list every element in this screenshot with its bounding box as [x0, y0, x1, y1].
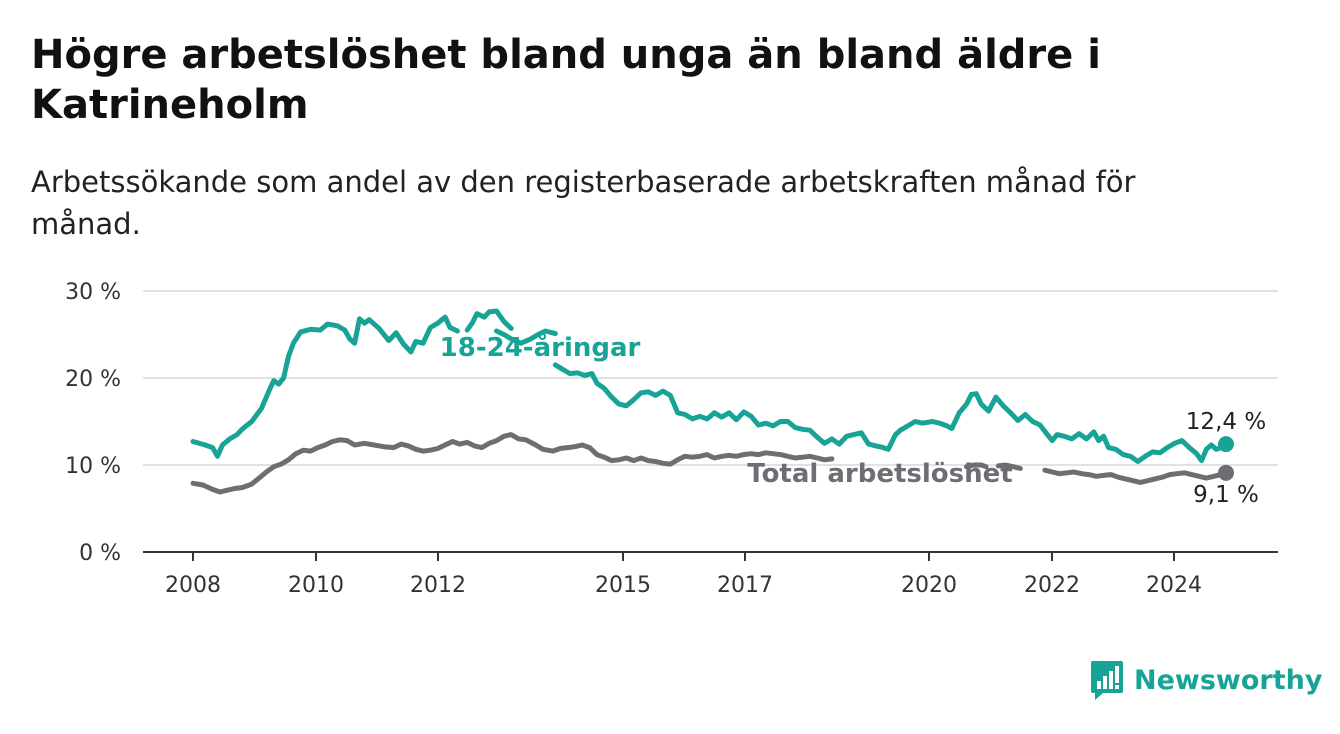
series-lines	[190, 308, 1229, 495]
end-value-label-total: 9,1 %	[1193, 482, 1259, 508]
x-tick-label: 2010	[288, 573, 344, 598]
end-marker-total	[1218, 464, 1234, 481]
bar-chart-logo-icon	[1091, 661, 1123, 700]
x-tick-label: 2008	[165, 573, 221, 598]
y-tick-label: 0 %	[79, 541, 121, 566]
chart-subtitle: Arbetssökande som andel av den registerb…	[31, 165, 1136, 241]
x-tick-label: 2020	[901, 573, 957, 598]
chart-title: Högre arbetslöshet bland unga än bland ä…	[31, 32, 1101, 128]
y-tick-label: 30 %	[65, 280, 121, 305]
series-label-total: Total arbetslöshet	[747, 459, 1012, 489]
brand-name: Newsworthy	[1134, 664, 1323, 696]
newsworthy-logo[interactable]: Newsworthy	[1089, 659, 1322, 701]
x-tick-label: 2017	[717, 573, 773, 598]
end-value-label-youth: 12,4 %	[1186, 409, 1266, 435]
end-marker-youth	[1218, 436, 1234, 453]
y-tick-label: 10 %	[65, 454, 121, 479]
y-tick-label: 20 %	[65, 367, 121, 392]
series-line-youth	[190, 308, 1229, 464]
x-tick-label: 2015	[595, 573, 651, 598]
series-line-total	[190, 432, 1229, 495]
x-tick-label: 2022	[1024, 573, 1080, 598]
x-tick-label: 2012	[410, 573, 466, 598]
x-axis-ticks: 2008 2010 2012 2015 2017 2020 2022 2024	[165, 552, 1202, 598]
gridlines	[143, 290, 1278, 466]
x-tick-label: 2024	[1146, 573, 1202, 598]
series-label-youth: 18-24-åringar	[440, 331, 641, 363]
y-axis-ticks: 0 % 10 % 20 % 30 %	[65, 280, 121, 566]
